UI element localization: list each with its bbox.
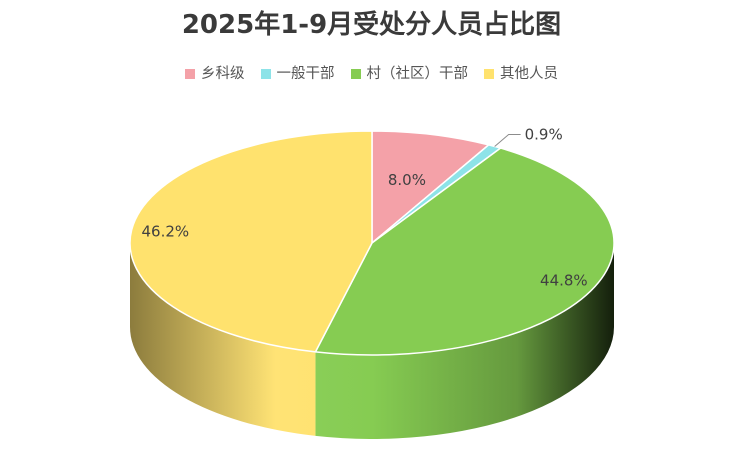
pie-slice-others (129, 130, 373, 353)
pie-sides (130, 243, 614, 440)
pie-slice-township (371, 130, 490, 244)
legend-label-village-cadre: 村（社区）干部 (366, 66, 469, 82)
legend-label-others: 其他人员 (500, 66, 558, 82)
legend-swatch-general-cadre (260, 69, 271, 79)
legend-label-general-cadre: 一般干部 (276, 66, 335, 82)
chart-title: 2025年1-9月受处分人员占比图 (181, 10, 562, 40)
pie-top (129, 130, 615, 356)
legend-swatch-township (185, 69, 195, 79)
data-label-village-cadre: 44.8% (540, 271, 588, 289)
leader-line-general-cadre (494, 133, 521, 147)
pie-side-others (130, 243, 316, 436)
pie-labels: 8.0% 0.9% 44.8% 46.2% (142, 125, 588, 289)
legend-item-others: 其他人员 (484, 64, 558, 84)
data-label-others: 46.2% (142, 223, 190, 241)
pie-slice-village-cadre (314, 147, 615, 356)
legend-swatch-village-cadre (350, 69, 361, 79)
legend-label-township: 乡科级 (201, 66, 245, 82)
data-label-general-cadre: 0.9% (525, 125, 563, 143)
pie-side-village-cadre (315, 243, 614, 440)
legend-item-village-cadre: 村（社区）干部 (350, 64, 469, 84)
legend: 乡科级 一般干部 村（社区）干部 其他人员 (0, 64, 743, 84)
legend-swatch-others (484, 69, 494, 79)
data-label-township: 8.0% (388, 171, 426, 189)
legend-item-township: 乡科级 (185, 64, 245, 84)
legend-item-general-cadre: 一般干部 (260, 64, 335, 84)
